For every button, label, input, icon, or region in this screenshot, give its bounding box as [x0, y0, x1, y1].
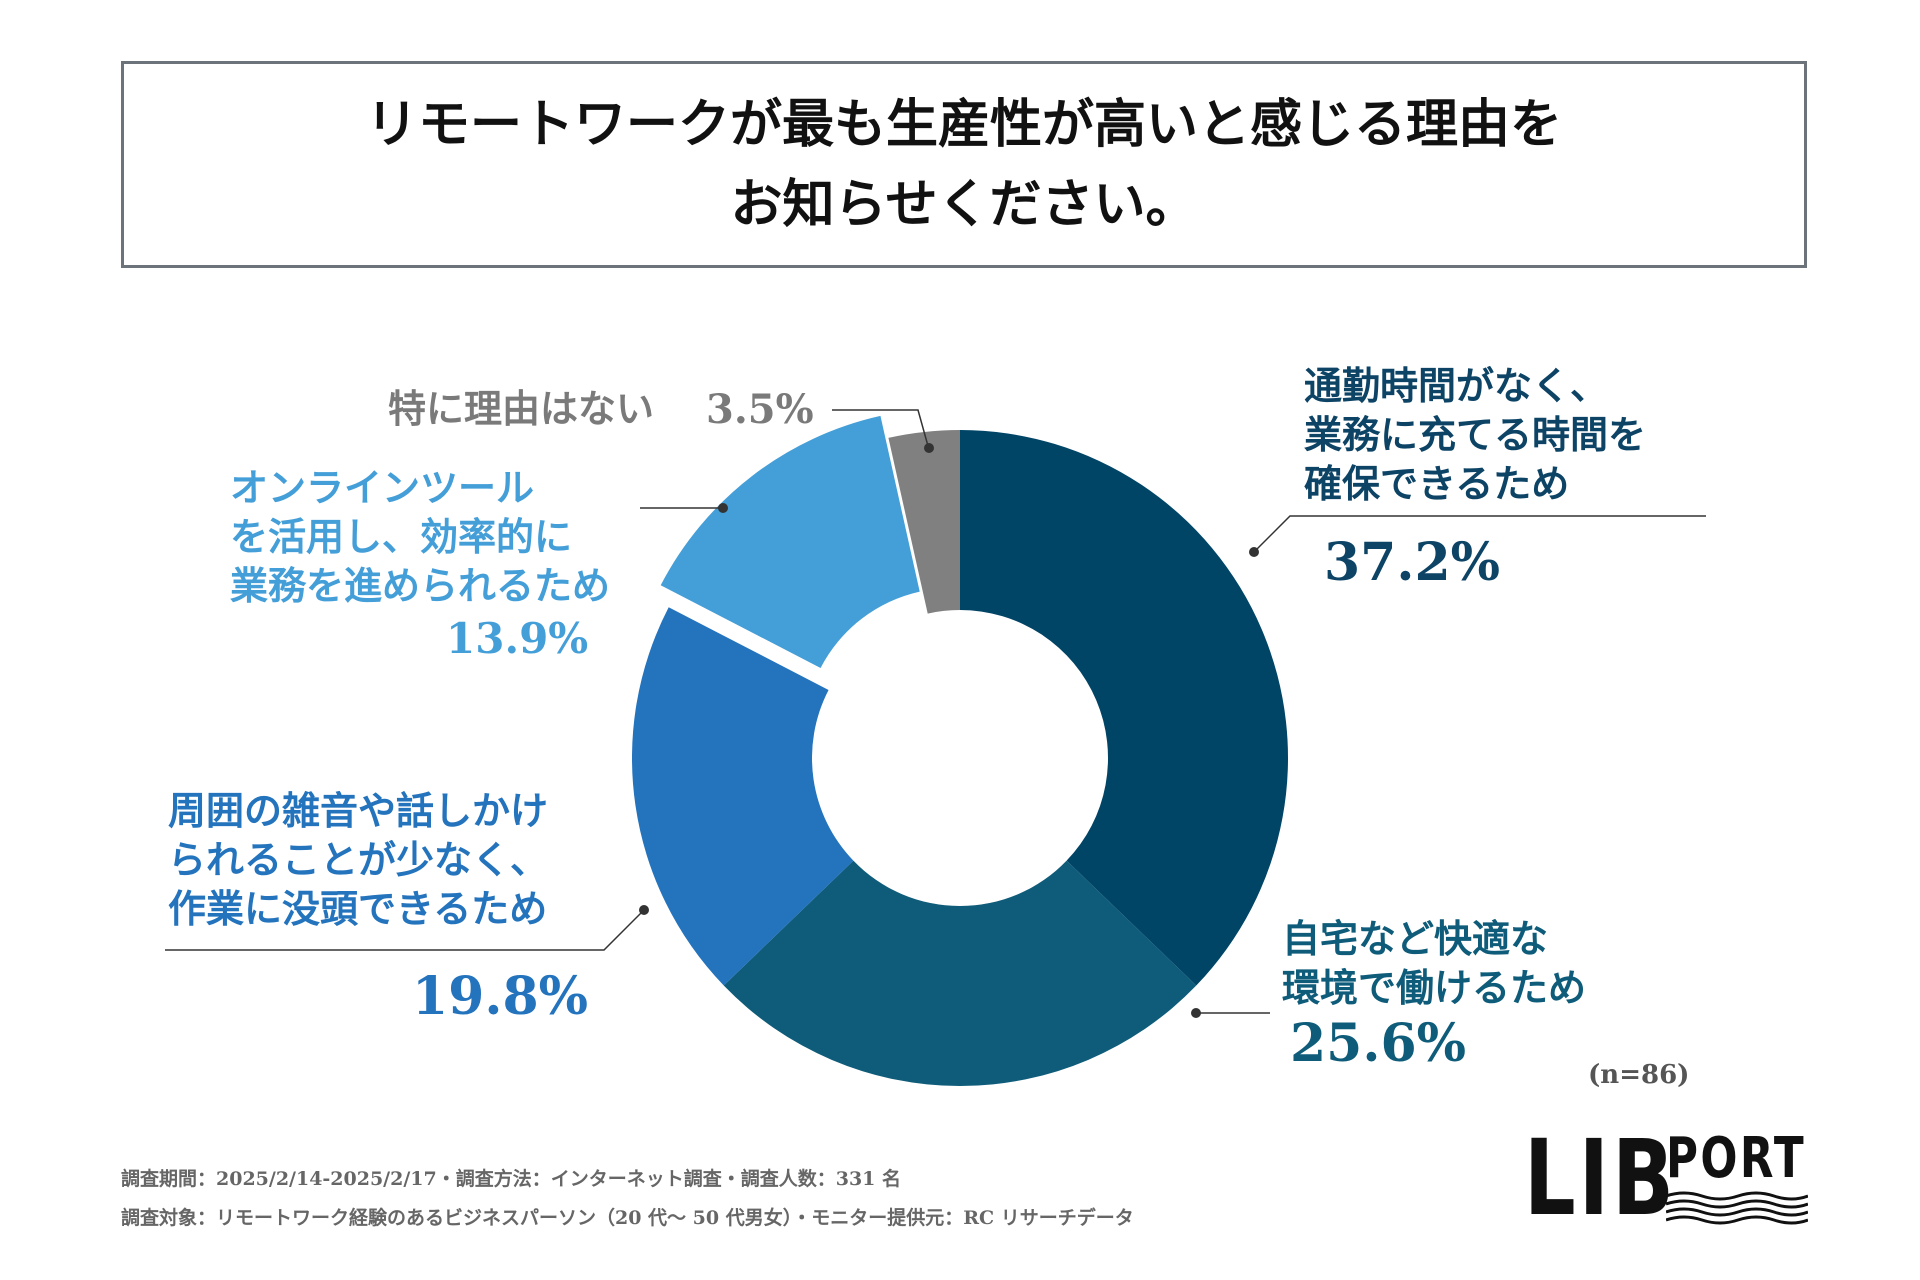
- footer-survey-target: 調査対象：リモートワーク経験のあるビジネスパーソン（20 代〜 50 代男女）・…: [121, 1207, 1134, 1229]
- slice-label-1-line-1: 自宅など快適な: [1282, 916, 1549, 961]
- donut-slice-3: [660, 415, 920, 668]
- slice-label-1-line-2: 環境で働けるため: [1282, 965, 1587, 1010]
- donut-slice-2: [631, 607, 854, 986]
- slice-label-1: 自宅など快適な 環境で働けるため: [1282, 914, 1586, 1012]
- slice-value-1: 25.6%: [1290, 1013, 1467, 1074]
- donut-slice-0: [960, 430, 1288, 986]
- slice-label-3-line-1: オンラインツール: [230, 465, 535, 510]
- donut-slice-1: [723, 860, 1197, 1086]
- leader-dot-slice-4: [924, 443, 934, 453]
- logo-wave-icon: [1666, 1191, 1808, 1225]
- slice-value-4: 3.5%: [706, 386, 814, 433]
- chart-title-line-1: リモートワークが最も生産性が高いと感じる理由を: [365, 93, 1562, 155]
- slice-label-2: 周囲の雑音や話しかけ られることが少なく、 作業に没頭できるため: [168, 786, 548, 933]
- slice-label-0-line-1: 通勤時間がなく、: [1304, 363, 1609, 408]
- slice-label-2-line-3: 作業に没頭できるため: [168, 886, 548, 931]
- donut-slice-4: [888, 430, 960, 614]
- chart-title-line-2: お知らせください。: [730, 173, 1198, 235]
- slice-label-4: 特に理由はない: [388, 384, 654, 433]
- slice-label-2-line-1: 周囲の雑音や話しかけ: [168, 788, 549, 833]
- leader-dot-slice-0: [1249, 547, 1259, 557]
- sample-size: (n=86): [1588, 1060, 1690, 1090]
- libport-logo: LIB PORT: [1524, 1117, 1810, 1239]
- leader-dot-slice-2: [639, 905, 649, 915]
- logo-text-lib: LIB: [1524, 1117, 1678, 1239]
- leader-line-slice-4: [832, 409, 929, 447]
- leader-line-slice-0: [1253, 515, 1706, 553]
- slice-label-3: オンラインツール を活用し、効率的に 業務を進められるため: [230, 463, 610, 610]
- slice-value-3: 13.9%: [446, 614, 589, 663]
- slice-label-3-line-2: を活用し、効率的に: [230, 514, 573, 559]
- slice-label-0: 通勤時間がなく、 業務に充てる時間を 確保できるため: [1304, 361, 1646, 508]
- logo-text-port: PORT: [1666, 1126, 1806, 1191]
- slice-value-0: 37.2%: [1324, 532, 1501, 593]
- leader-dot-slice-3: [718, 503, 728, 513]
- leader-dot-slice-1: [1191, 1008, 1201, 1018]
- slice-label-2-line-2: られることが少なく、: [168, 837, 549, 882]
- slice-label-4-text: 特に理由はない: [388, 386, 655, 431]
- slice-value-2: 19.8%: [412, 966, 589, 1027]
- slice-label-3-line-3: 業務を進められるため: [230, 563, 611, 608]
- title-box: リモートワークが最も生産性が高いと感じる理由を お知らせください。: [121, 61, 1807, 268]
- footer-survey-period: 調査期間：2025/2/14-2025/2/17・調査方法：インターネット調査・…: [121, 1168, 902, 1190]
- leader-line-slice-2: [165, 909, 645, 951]
- slice-label-0-line-3: 確保できるため: [1304, 461, 1570, 506]
- slice-label-0-line-2: 業務に充てる時間を: [1304, 412, 1647, 457]
